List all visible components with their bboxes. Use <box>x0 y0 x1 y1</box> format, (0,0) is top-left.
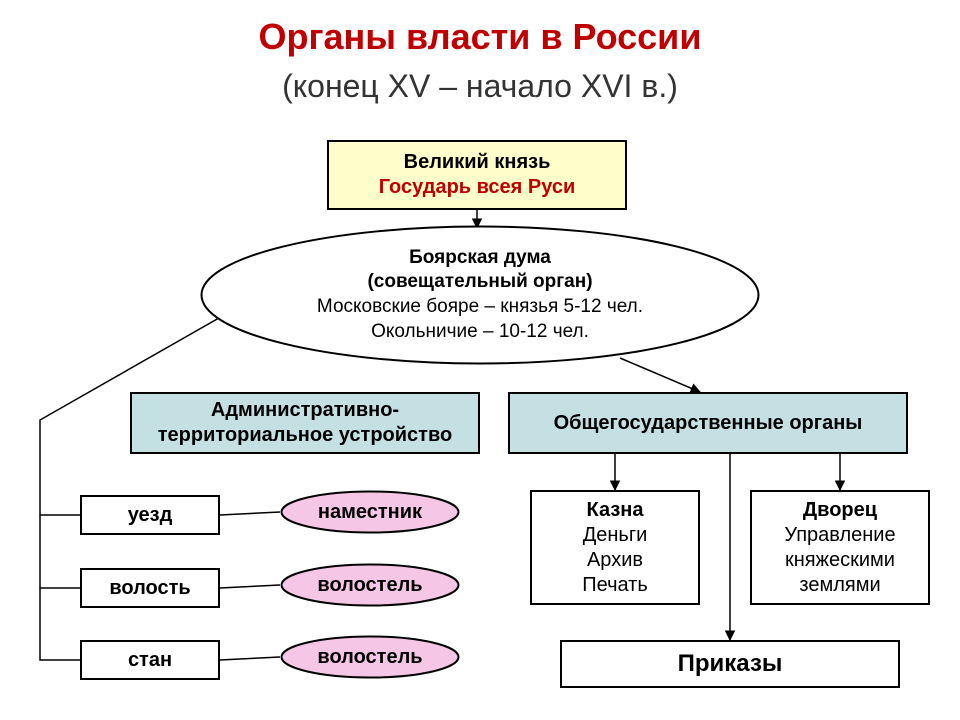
node-dvorets-line-0: Дворец <box>803 498 877 523</box>
node-knyaz-line-0: Великий князь <box>404 150 551 175</box>
node-stan: стан <box>80 640 220 680</box>
node-kazna-line-2: Архив <box>587 548 643 573</box>
node-admin_cat-line-0: Административно- <box>211 398 399 423</box>
node-admin_cat: Административно-территориальное устройст… <box>130 392 480 454</box>
node-volostel1-line-0: волостель <box>317 572 422 598</box>
title-line2: (конец XV – начало XVI в.) <box>282 68 678 104</box>
node-duma-line-0: Боярская дума <box>409 246 551 271</box>
node-dvorets: ДворецУправлениекняжескимиземлями <box>750 490 930 605</box>
node-kazna-line-0: Казна <box>587 498 644 523</box>
node-knyaz: Великий князьГосударь всея Руси <box>327 140 627 210</box>
node-duma-line-3: Окольничие – 10-12 чел. <box>371 320 589 345</box>
subtitle: (конец XV – начало XVI в.) <box>0 68 960 105</box>
main-title: Органы власти в России <box>0 16 960 58</box>
node-uezd: уезд <box>80 495 220 535</box>
node-namestnik-line-0: наместник <box>318 499 422 525</box>
node-duma-line-1: (совещательный орган) <box>367 270 592 295</box>
edge-4 <box>40 588 80 660</box>
node-state_cat: Общегосударственные органы <box>508 392 908 454</box>
node-dvorets-line-3: землями <box>799 573 880 598</box>
node-prikazy-line-0: Приказы <box>678 649 783 679</box>
node-volost-line-0: волость <box>109 576 190 601</box>
node-namestnik: наместник <box>280 490 460 534</box>
node-uezd-line-0: уезд <box>128 503 173 528</box>
node-stan-line-0: стан <box>128 648 172 673</box>
node-kazna-line-1: Деньги <box>583 523 648 548</box>
node-dvorets-line-2: княжескими <box>785 548 895 573</box>
node-volostel2-line-0: волостель <box>317 644 422 670</box>
title-line1: Органы власти в России <box>259 16 702 57</box>
edge-3 <box>40 515 80 588</box>
node-state_cat-line-0: Общегосударственные органы <box>554 411 863 436</box>
node-duma: Боярская дума(совещательный орган)Москов… <box>200 225 760 365</box>
edge-6 <box>220 585 280 588</box>
node-knyaz-line-1: Государь всея Руси <box>379 175 576 200</box>
node-volostel2: волостель <box>280 635 460 679</box>
node-dvorets-line-1: Управление <box>784 523 895 548</box>
node-kazna: КазнаДеньгиАрхивПечать <box>530 490 700 605</box>
edge-7 <box>220 657 280 660</box>
node-admin_cat-line-1: территориальное устройство <box>158 423 452 448</box>
node-duma-line-2: Московские бояре – князья 5-12 чел. <box>317 295 643 320</box>
node-volost: волость <box>80 568 220 608</box>
node-volostel1: волостель <box>280 563 460 607</box>
node-kazna-line-3: Печать <box>582 573 648 598</box>
node-prikazy: Приказы <box>560 640 900 688</box>
edge-5 <box>220 512 280 515</box>
